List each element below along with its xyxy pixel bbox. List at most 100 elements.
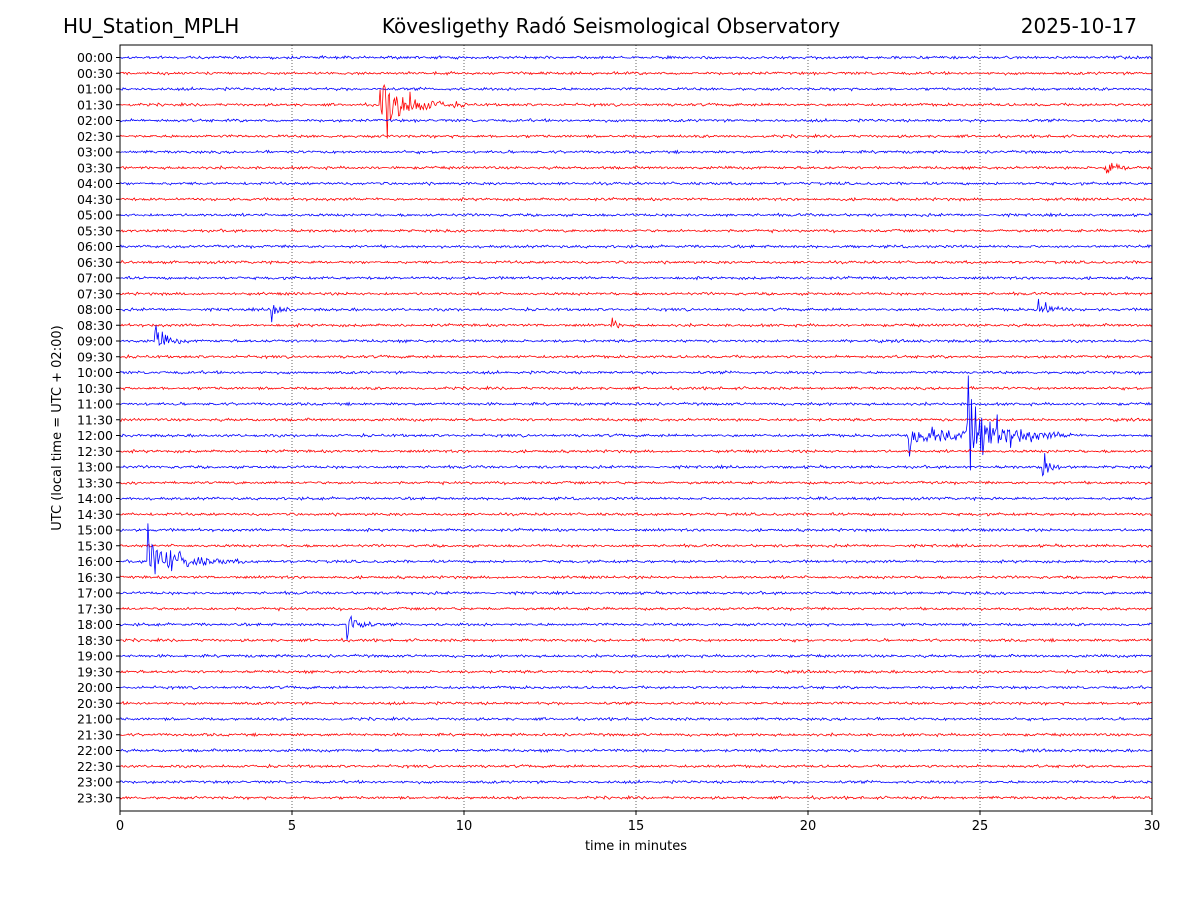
seismic-trace xyxy=(119,259,1153,266)
y-tick-label: 01:00 xyxy=(77,82,113,97)
y-tick-label: 18:00 xyxy=(77,617,113,632)
y-tick-label: 11:30 xyxy=(77,412,113,427)
grid-lines xyxy=(291,45,981,811)
seismogram-traces xyxy=(119,54,1153,801)
y-tick-label: 03:30 xyxy=(77,160,113,175)
y-tick-label: 20:30 xyxy=(77,696,113,711)
y-tick-label: 13:30 xyxy=(77,475,113,490)
x-tick-label: 20 xyxy=(800,819,817,834)
seismic-trace xyxy=(119,228,1153,234)
y-tick-label: 13:00 xyxy=(77,460,113,475)
seismic-trace xyxy=(119,298,1153,323)
y-tick-label: 21:30 xyxy=(77,727,113,742)
chart-date: 2025-10-17 xyxy=(1020,14,1137,38)
x-tick-label: 5 xyxy=(288,819,296,834)
y-tick-label: 16:00 xyxy=(77,554,113,569)
y-tick-label: 00:30 xyxy=(77,66,113,81)
seismic-trace xyxy=(119,794,1153,801)
y-tick-label: 04:00 xyxy=(77,176,113,191)
seismic-trace xyxy=(119,763,1153,769)
chart-title: Kövesligethy Radó Seismological Observat… xyxy=(381,14,841,38)
x-axis-label: time in minutes xyxy=(585,839,687,854)
y-tick-label: 07:30 xyxy=(77,286,113,301)
y-tick-label: 09:30 xyxy=(77,349,113,364)
x-tick-label: 10 xyxy=(456,819,473,834)
seismic-trace xyxy=(119,614,1153,640)
y-tick-label: 05:30 xyxy=(77,223,113,238)
y-tick-label: 02:30 xyxy=(77,129,113,144)
seismic-trace xyxy=(119,70,1153,76)
y-tick-label: 08:30 xyxy=(77,318,113,333)
y-tick-label: 08:00 xyxy=(77,302,113,317)
seismic-trace xyxy=(119,162,1153,174)
y-tick-label: 12:30 xyxy=(77,444,113,459)
seismic-trace xyxy=(119,401,1153,407)
seismic-trace xyxy=(119,375,1153,471)
y-tick-label: 14:30 xyxy=(77,507,113,522)
seismic-trace xyxy=(119,369,1153,376)
y-tick-label: 21:00 xyxy=(77,712,113,727)
seismic-trace xyxy=(119,511,1153,517)
x-tick-label: 0 xyxy=(116,819,124,834)
y-tick-label: 20:00 xyxy=(77,680,113,695)
y-tick-label: 05:00 xyxy=(77,208,113,223)
y-tick-label: 10:30 xyxy=(77,381,113,396)
seismic-trace xyxy=(119,653,1153,659)
seismic-trace xyxy=(119,212,1153,218)
x-tick-label: 15 xyxy=(628,819,645,834)
y-tick-label: 11:00 xyxy=(77,397,113,412)
y-tick-label: 15:30 xyxy=(77,538,113,553)
seismic-trace xyxy=(119,354,1153,360)
x-tick-label: 25 xyxy=(972,819,989,834)
y-tick-label: 23:30 xyxy=(77,790,113,805)
y-tick-label: 09:00 xyxy=(77,334,113,349)
x-axis-ticks: 0 5 10 15 20 25 30 xyxy=(116,811,1160,834)
seismic-trace xyxy=(119,606,1153,612)
seismic-trace xyxy=(119,385,1153,391)
y-tick-label: 17:00 xyxy=(77,586,113,601)
seismic-trace xyxy=(119,275,1153,281)
y-tick-label: 19:30 xyxy=(77,664,113,679)
y-tick-label: 17:30 xyxy=(77,601,113,616)
y-tick-label: 06:30 xyxy=(77,255,113,270)
y-tick-label: 03:00 xyxy=(77,145,113,160)
y-tick-label: 14:00 xyxy=(77,491,113,506)
seismic-trace xyxy=(119,317,1153,329)
seismic-trace xyxy=(119,325,1153,347)
seismic-trace xyxy=(119,527,1153,533)
seismic-trace xyxy=(119,133,1153,139)
seismic-trace xyxy=(119,700,1153,706)
y-tick-label: 22:30 xyxy=(77,759,113,774)
seismic-trace xyxy=(119,196,1153,202)
seismic-trace xyxy=(119,637,1153,643)
y-axis-label: UTC (local time = UTC + 02:00) xyxy=(50,325,65,530)
y-tick-label: 12:00 xyxy=(77,428,113,443)
y-tick-label: 10:00 xyxy=(77,365,113,380)
seismic-trace xyxy=(119,453,1153,477)
seismic-trace xyxy=(119,716,1153,722)
seismic-trace xyxy=(119,117,1153,124)
seismic-trace xyxy=(119,748,1153,754)
y-tick-label: 07:00 xyxy=(77,271,113,286)
seismic-trace xyxy=(119,495,1153,502)
y-tick-label: 19:00 xyxy=(77,649,113,664)
y-tick-label: 18:30 xyxy=(77,633,113,648)
seismic-trace xyxy=(119,523,1153,575)
y-tick-label: 23:00 xyxy=(77,775,113,790)
seismic-trace xyxy=(119,732,1153,738)
y-tick-label: 01:30 xyxy=(77,97,113,112)
y-axis-ticks: 00:0000:3001:0001:3002:0002:3003:0003:30… xyxy=(77,50,120,805)
y-tick-label: 02:00 xyxy=(77,113,113,128)
seismic-trace xyxy=(119,243,1153,250)
seismic-trace xyxy=(119,54,1153,61)
seismic-trace xyxy=(119,574,1153,580)
seismic-trace xyxy=(119,542,1153,549)
seismic-trace xyxy=(119,779,1153,785)
y-tick-label: 00:00 xyxy=(77,50,113,65)
seismic-trace xyxy=(119,685,1153,691)
y-tick-label: 04:30 xyxy=(77,192,113,207)
seismic-trace xyxy=(119,448,1153,454)
seismic-trace xyxy=(119,480,1153,486)
seismic-trace xyxy=(119,590,1153,596)
